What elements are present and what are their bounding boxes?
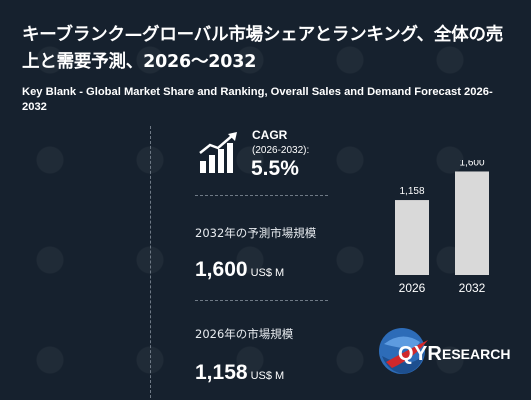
size-2026-label: 2026年の市場規模	[195, 327, 294, 341]
size-2026-unit: US$ M	[250, 370, 285, 382]
page-title-japanese: キーブランク—グローバル市場シェアとランキング、全体の売上と需要予測、2026～…	[22, 25, 504, 72]
bar-2032	[455, 171, 489, 275]
bar-value-label-2026: 1,158	[399, 186, 424, 197]
bar-2026	[395, 200, 429, 275]
horizontal-divider	[195, 300, 328, 301]
bar-chart: 1,158 2026 1,600 2032	[395, 160, 489, 295]
category-label-2026: 2026	[399, 281, 426, 295]
logo-letters-yr: YR	[414, 343, 442, 365]
growth-chart-icon	[199, 132, 237, 173]
bar-value-label-2032: 1,600	[459, 160, 484, 168]
size-2026-value: 1,158 US$ M	[195, 361, 284, 385]
forecast-2032-label: 2032年の予測市場規模	[195, 226, 317, 240]
vertical-divider	[150, 126, 151, 398]
forecast-2032-value: 1,600 US$ M	[195, 258, 284, 282]
cagr-period: (2026-2032):	[252, 145, 310, 156]
qyresearch-logo: Q YR ESEARCH	[379, 328, 510, 374]
cagr-value: 5.5%	[251, 157, 299, 180]
page-title-english: Key Blank - Global Market Share and Rank…	[22, 86, 493, 113]
forecast-2032-number: 1,600	[195, 258, 248, 281]
logo-letter-q: Q	[398, 343, 414, 365]
size-2026-number: 1,158	[195, 361, 248, 384]
cagr-label: CAGR	[252, 128, 288, 142]
logo-letters-esearch: ESEARCH	[442, 346, 510, 362]
forecast-2032-unit: US$ M	[250, 267, 285, 279]
category-label-2032: 2032	[459, 281, 486, 295]
horizontal-divider	[195, 195, 328, 196]
